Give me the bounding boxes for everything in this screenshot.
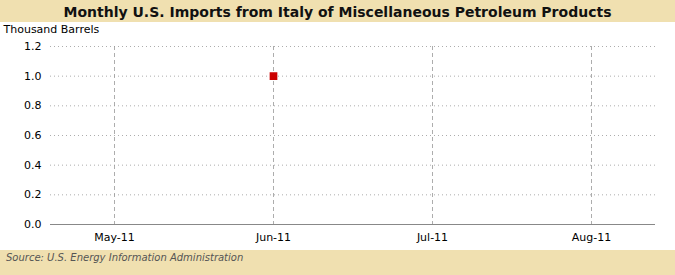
svg-text:Thousand Barrels: Thousand Barrels [3, 23, 100, 36]
svg-text:Aug-11: Aug-11 [572, 231, 611, 244]
svg-text:1.0: 1.0 [24, 70, 42, 83]
svg-text:0.2: 0.2 [24, 188, 42, 201]
svg-text:0.4: 0.4 [24, 159, 42, 172]
svg-text:May-11: May-11 [94, 231, 135, 244]
html-text:Monthly U.S. Imports from Ital: Monthly U.S. Imports from Italy of Misce… [63, 4, 612, 20]
svg-text:1.2: 1.2 [24, 40, 42, 53]
svg-text:0.6: 0.6 [24, 129, 42, 142]
svg-text:0.0: 0.0 [24, 218, 42, 231]
svg-text:Jul-11: Jul-11 [416, 231, 448, 244]
svg-text:Jun-11: Jun-11 [255, 231, 291, 244]
html-text:Source: U.S. Energy Informatio: Source: U.S. Energy Information Administ… [6, 252, 244, 263]
svg-text:0.8: 0.8 [24, 99, 42, 112]
